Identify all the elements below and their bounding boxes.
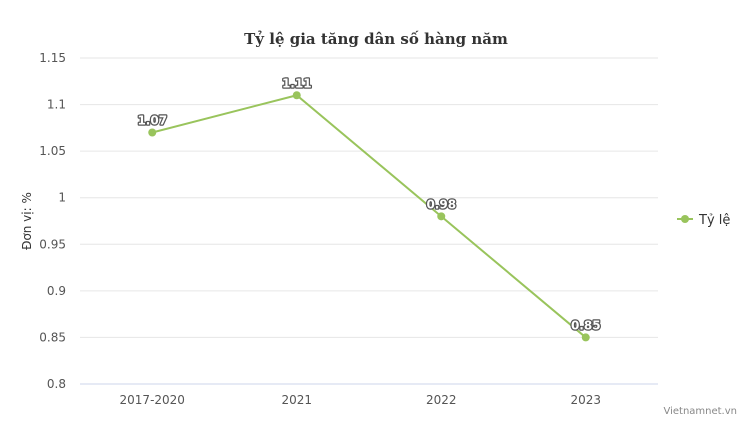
y-tick-label: 0.8 — [47, 377, 66, 391]
legend[interactable]: Tỷ lệ — [677, 213, 730, 228]
x-tick-label: 2017-2020 — [120, 393, 185, 407]
x-tick-label: 2023 — [570, 393, 601, 407]
series-line — [152, 94, 587, 339]
y-axis-ticks: 0.8 0.85 0.9 0.95 1 1.05 1.1 1.15 — [39, 51, 66, 391]
x-tick-label: 2021 — [281, 393, 312, 407]
data-label: 1.07 — [137, 114, 167, 128]
data-label: 1.11 — [282, 76, 312, 90]
x-tick-label: 2022 — [426, 393, 457, 407]
chart-title: Tỷ lệ gia tăng dân số hàng năm — [244, 30, 508, 48]
legend-marker-icon — [681, 215, 689, 223]
data-point — [581, 333, 590, 342]
y-tick-label: 1.15 — [39, 51, 66, 65]
y-tick-label: 1.1 — [47, 98, 66, 112]
data-point — [148, 128, 157, 137]
gridlines — [80, 57, 658, 338]
data-label: 0.98 — [426, 197, 456, 211]
y-axis-label: Đơn vị: % — [20, 192, 34, 250]
data-point — [437, 212, 446, 221]
legend-label: Tỷ lệ — [698, 213, 730, 228]
data-labels: 1.07 1.11 0.98 0.85 — [136, 75, 602, 334]
y-tick-label: 1 — [58, 191, 66, 205]
y-tick-label: 0.9 — [47, 284, 66, 298]
y-tick-label: 0.95 — [39, 237, 66, 251]
y-tick-label: 1.05 — [39, 144, 66, 158]
y-tick-label: 0.85 — [39, 330, 66, 344]
x-axis-ticks: 2017-2020 2021 2022 2023 — [120, 393, 601, 407]
data-label: 0.85 — [571, 318, 601, 332]
series-group — [148, 91, 590, 342]
credit-label[interactable]: Vietnamnet.vn — [663, 406, 737, 417]
data-point — [292, 91, 301, 100]
